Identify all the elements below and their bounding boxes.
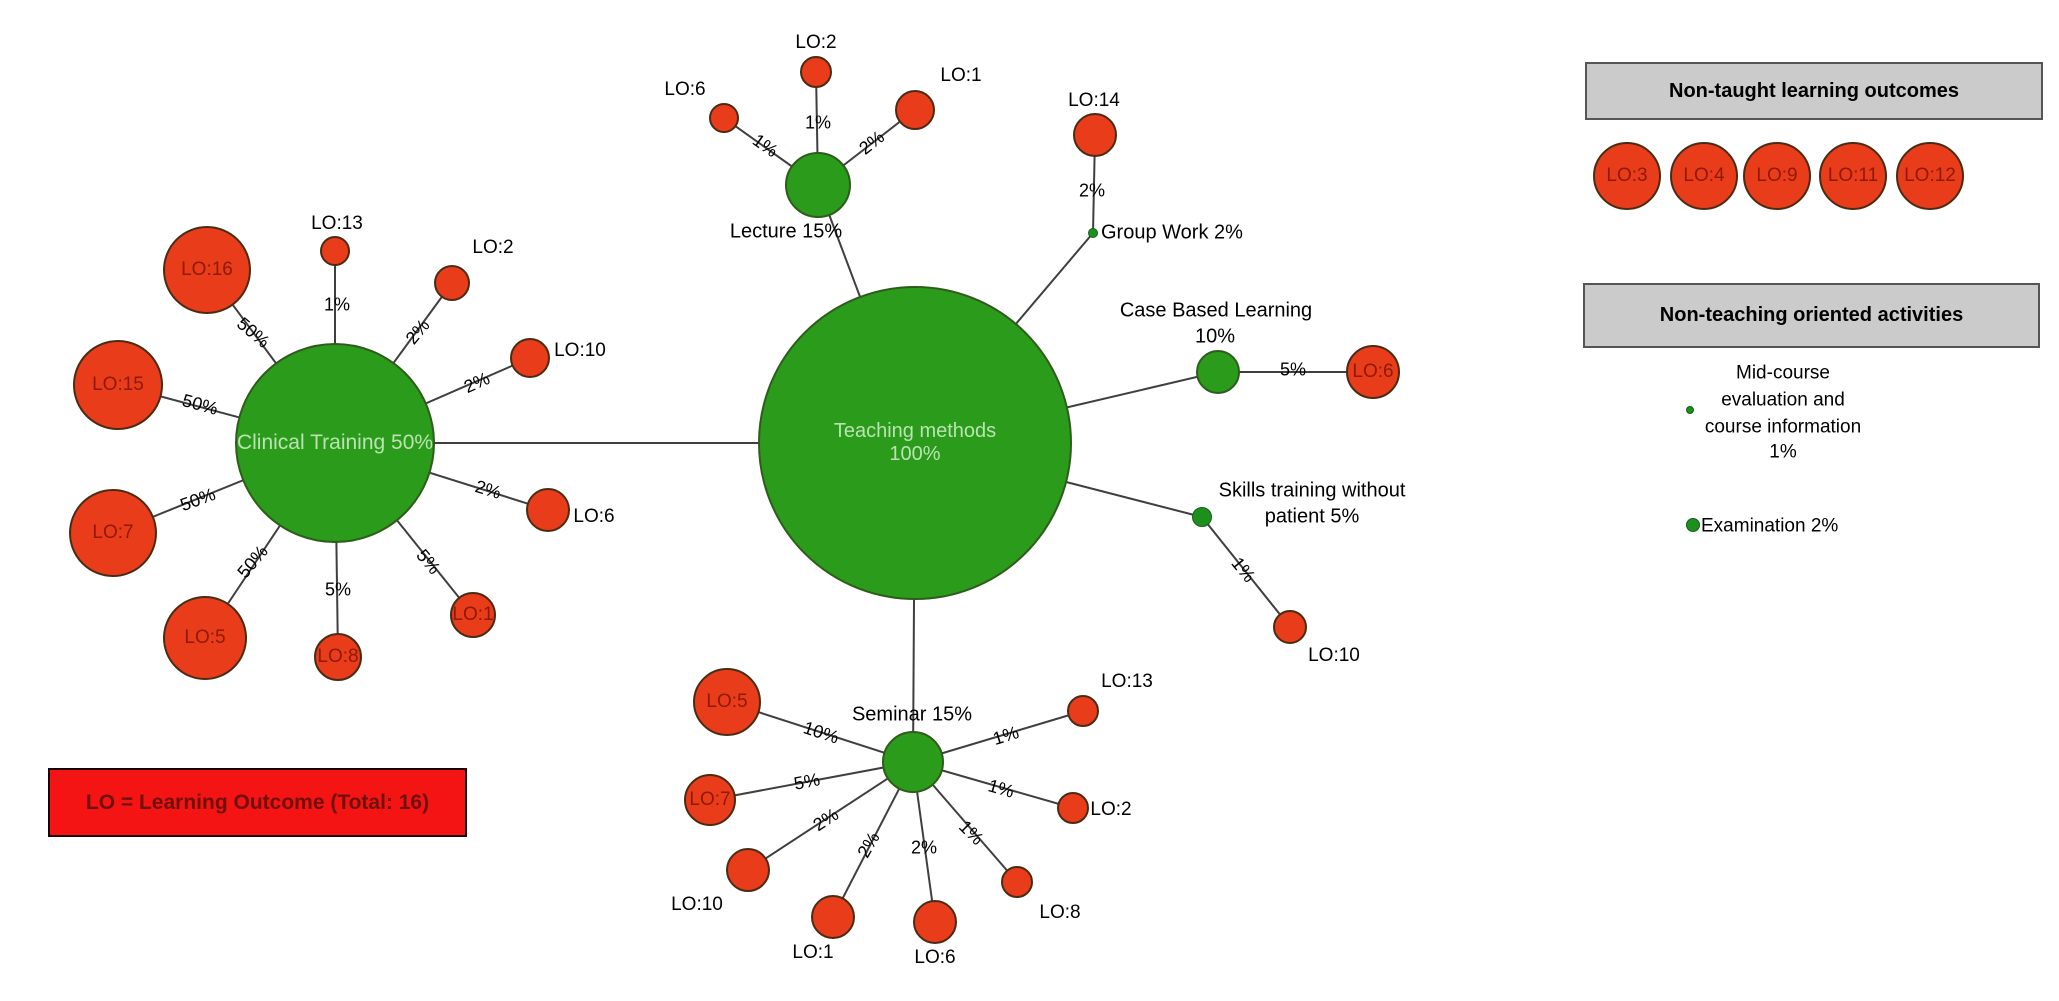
satellite-clinical-lo13 [320,236,350,266]
satellite-clinical-lo16: LO:16 [163,226,251,314]
satellite-lecture-lo2 [800,56,832,88]
node-case-based-learning [1196,350,1240,394]
lo-label: LO:1 [940,65,982,86]
group-work-label: Group Work 2% [1101,221,1243,244]
mid-course-dot [1686,406,1694,414]
lo-label: LO:11 [1827,165,1879,186]
lo-label: LO:7 [92,522,134,543]
satellite-clinical-lo5: LO:5 [163,596,247,680]
legend-circle-lo9: LO:9 [1743,142,1811,210]
satellite-seminar-lo8 [1001,866,1033,898]
satellite-lecture-lo6 [709,103,739,133]
mid-course-line1: Mid-course [1736,362,1830,384]
lo-label: LO:15 [92,374,144,395]
mid-course-line4: 1% [1769,441,1797,463]
lo-label: LO:7 [689,789,731,810]
lo-label: LO:1 [792,942,834,963]
satellite-seminar-lo7: LO:7 [684,774,736,826]
satellite-clinical-lo10 [510,338,550,378]
pct-label: 2% [910,837,938,858]
legend-circle-lo3: LO:3 [1593,142,1661,210]
non-teaching-header: Non-teaching oriented activities [1583,283,2040,348]
lo-label: LO:2 [795,32,837,53]
seminar-label: Seminar 15% [851,703,973,726]
lo-label: LO:12 [1904,165,1956,186]
satellite-seminar-lo6 [913,900,957,944]
lo-label: LO:6 [1352,361,1394,382]
pct-label: 5% [324,579,352,600]
legend-circle-lo11: LO:11 [1819,142,1887,210]
satellite-lecture-lo1 [895,90,935,130]
skills-training-label-line2: patient 5% [1264,505,1360,528]
node-skills-training [1192,507,1212,527]
lo-label: LO:9 [1756,165,1798,186]
clinical-training-label: Clinical Training 50% [236,431,434,454]
case-based-learning-pct: 10% [1194,325,1236,348]
mid-course-line3: course information [1704,416,1862,438]
lo-label: LO:8 [1039,902,1081,923]
lo-note-text: LO = Learning Outcome (Total: 16) [85,790,430,814]
lo-label: LO:6 [664,79,706,100]
lo-label: LO:5 [184,627,226,648]
examination-dot [1686,518,1700,532]
mid-course-line2: evaluation and [1721,389,1845,411]
lo-label: LO:10 [1308,645,1360,666]
examination-label: Examination 2% [1701,515,1839,537]
lo-label: LO:14 [1068,90,1120,111]
lo-label: LO:3 [1606,165,1648,186]
lo-label: LO:13 [311,213,363,234]
satellite-groupwork-lo14 [1073,113,1117,157]
lo-label: LO:5 [706,691,748,712]
lo-label: LO:8 [317,646,359,667]
legend-circle-lo12: LO:12 [1896,142,1964,210]
case-based-learning-label: Case Based Learning [1119,299,1313,322]
satellite-skills-lo10 [1273,610,1307,644]
satellite-clinical-lo8: LO:8 [314,633,362,681]
pct-label: 1% [804,112,832,133]
satellite-seminar-lo1 [811,895,855,939]
satellite-clinical-lo2 [434,265,470,301]
satellite-cbl-lo6: LO:6 [1346,345,1400,399]
satellite-clinical-lo7: LO:7 [69,489,157,577]
pct-label: 5% [1279,359,1307,380]
non-teaching-title: Non-teaching oriented activities [1659,304,1964,326]
legend-circle-lo4: LO:4 [1670,142,1738,210]
node-lecture [785,152,851,218]
non-taught-header: Non-taught learning outcomes [1585,62,2043,120]
satellite-clinical-lo15: LO:15 [73,340,163,430]
lo-label: LO:13 [1101,671,1153,692]
skills-training-label-line1: Skills training without [1218,479,1406,502]
lo-note-box: LO = Learning Outcome (Total: 16) [48,768,467,837]
lo-label: LO:6 [914,947,956,968]
node-seminar [882,731,944,793]
lo-label: LO:2 [1090,799,1132,820]
satellite-clinical-lo6 [526,488,570,532]
lo-label: LO:2 [472,237,514,258]
satellite-seminar-lo13 [1067,695,1099,727]
lo-label: LO:16 [181,259,233,280]
lo-label: LO:10 [671,894,723,915]
node-clinical-training: Clinical Training 50% [235,343,435,543]
satellite-seminar-lo2 [1057,792,1089,824]
pct-label: 2% [1078,180,1106,201]
satellite-seminar-lo5: LO:5 [693,668,761,736]
lecture-label: Lecture 15% [729,220,843,243]
satellite-clinical-lo1: LO:1 [450,592,496,638]
lo-label: LO:1 [452,604,494,625]
satellite-seminar-lo10 [726,848,770,892]
node-group-work [1088,228,1098,238]
pct-label: 1% [323,294,351,315]
teaching-methods-label: Teaching methods 100% [833,420,997,465]
lo-label: LO:6 [573,506,615,527]
lo-label: LO:10 [554,340,606,361]
lo-label: LO:4 [1683,165,1725,186]
node-teaching-methods: Teaching methods 100% [758,286,1072,600]
non-taught-title: Non-taught learning outcomes [1669,79,1959,102]
